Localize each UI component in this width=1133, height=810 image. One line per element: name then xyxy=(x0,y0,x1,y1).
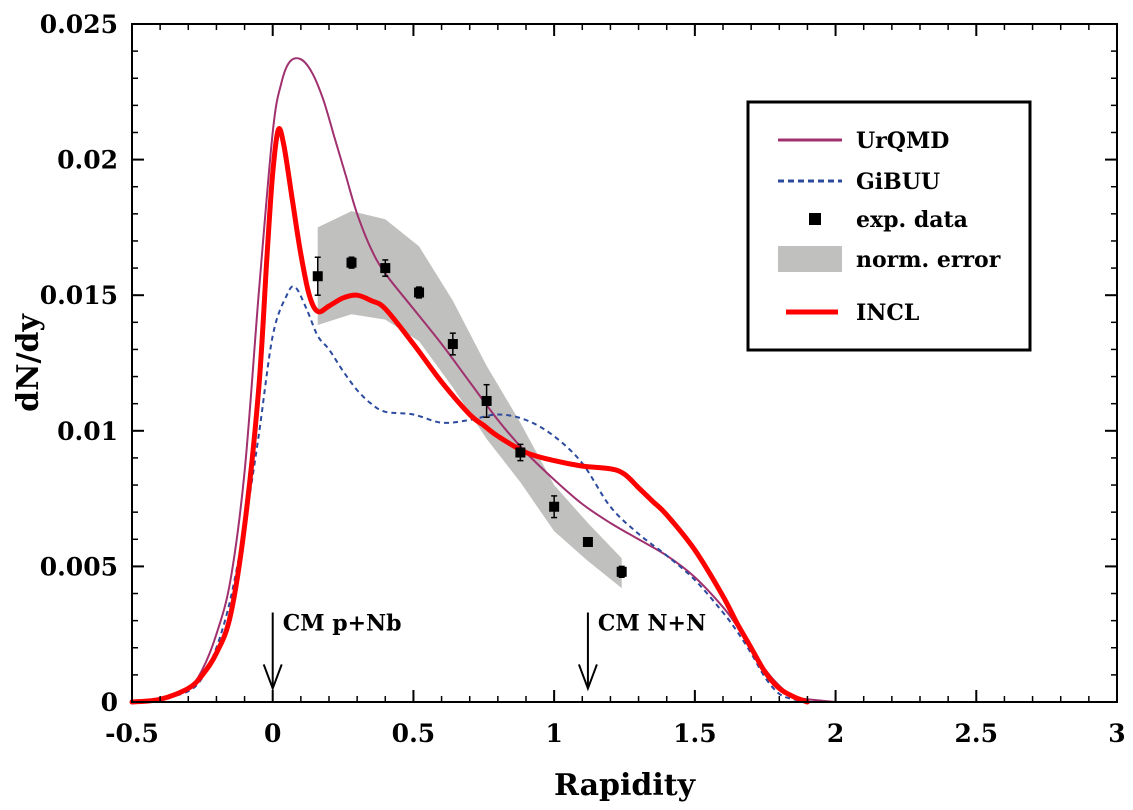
x-tick-label: 2 xyxy=(827,719,844,748)
x-axis-title: Rapidity xyxy=(554,768,697,803)
legend-label-incl: INCL xyxy=(856,300,919,326)
exp-data-point xyxy=(549,501,560,512)
y-tick-label: 0.025 xyxy=(40,10,118,39)
exp-data-point xyxy=(616,566,627,577)
x-tick-label: 1.5 xyxy=(673,719,717,748)
legend-label-urqmd: UrQMD xyxy=(856,128,949,154)
tick-labels: -0.5 0 0.5 1 1.5 2 2.5 300.0050.010.0150.020.02… xyxy=(40,10,1126,748)
exp-data-point xyxy=(447,339,458,350)
legend-swatch-norm-error xyxy=(778,246,842,272)
y-tick-label: 0.02 xyxy=(57,146,118,175)
series-norm-error xyxy=(317,211,622,589)
exp-data-point xyxy=(414,287,425,298)
exp-data-point xyxy=(380,263,391,274)
legend-swatch-exp-data xyxy=(809,213,821,225)
axis-ticks xyxy=(131,23,1118,703)
x-tick-label: 0 xyxy=(264,719,281,748)
annotation-layer: CM p+Nb CM N+N xyxy=(262,611,706,692)
x-tick-label: 2.5 xyxy=(955,719,999,748)
annotation-label: CM p+Nb xyxy=(283,611,402,637)
y-tick-label: 0.005 xyxy=(40,552,118,581)
legend-box xyxy=(746,100,1032,352)
y-tick-label: 0.015 xyxy=(40,281,118,310)
plot-frame xyxy=(131,23,1118,703)
exp-data-point xyxy=(346,257,357,268)
x-tick-label: 1 xyxy=(545,719,562,748)
annotation-arrow-head xyxy=(577,664,598,692)
y-tick-label: 0 xyxy=(101,688,118,717)
exp-data-layer xyxy=(312,256,627,578)
y-tick-label: 0.01 xyxy=(57,417,118,446)
annotation-label: CM N+N xyxy=(598,611,706,637)
y-axis-title: dN/dy xyxy=(11,313,46,412)
annotation-arrow-head xyxy=(262,664,283,692)
series-line-incl xyxy=(129,126,810,705)
exp-data-point xyxy=(515,447,526,458)
legend: UrQMD GiBUU exp. data norm. error INCL xyxy=(746,100,1032,352)
x-tick-label: -0.5 xyxy=(105,719,159,748)
x-tick-label: 0.5 xyxy=(392,719,436,748)
x-tick-label: 3 xyxy=(1108,719,1125,748)
exp-data-point xyxy=(481,395,492,406)
exp-data-point xyxy=(582,536,593,547)
exp-data-point xyxy=(312,271,323,282)
legend-label-exp-data: exp. data xyxy=(856,207,968,233)
legend-label-gibuu: GiBUU xyxy=(856,169,940,195)
legend-label-norm-error: norm. error xyxy=(856,247,1001,273)
norm-error-band-layer xyxy=(317,211,622,589)
